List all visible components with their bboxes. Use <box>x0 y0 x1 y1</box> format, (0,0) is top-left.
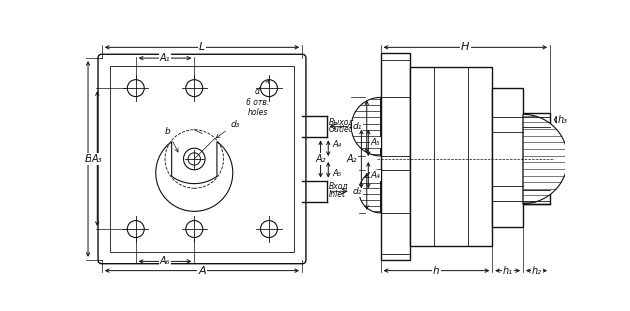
Text: Вход: Вход <box>329 182 348 191</box>
Text: A₅: A₅ <box>333 169 342 178</box>
Circle shape <box>127 80 144 97</box>
Bar <box>523 113 550 204</box>
Bar <box>381 53 410 260</box>
Text: Выход: Выход <box>329 118 355 127</box>
Text: h₁: h₁ <box>503 266 513 276</box>
Circle shape <box>186 220 203 238</box>
Circle shape <box>261 80 277 97</box>
Text: L: L <box>199 42 205 52</box>
Text: A₄: A₄ <box>333 140 342 149</box>
Text: A₃: A₃ <box>92 154 103 164</box>
Polygon shape <box>156 142 232 211</box>
Bar <box>110 66 294 252</box>
Text: B: B <box>84 154 92 164</box>
Polygon shape <box>359 170 381 213</box>
Text: d
6 отв.
holes: d 6 отв. holes <box>246 80 269 117</box>
Text: d₂: d₂ <box>353 187 362 196</box>
Text: Outlet: Outlet <box>329 125 353 134</box>
Text: A₅: A₅ <box>370 138 381 147</box>
Circle shape <box>261 220 277 238</box>
Text: d₃: d₃ <box>216 120 240 138</box>
Circle shape <box>188 153 200 165</box>
Text: h: h <box>433 266 440 276</box>
Bar <box>410 67 492 246</box>
Polygon shape <box>352 97 381 156</box>
Text: A₂: A₂ <box>315 154 326 164</box>
Text: Inlet: Inlet <box>329 190 346 199</box>
Text: b: b <box>165 127 178 152</box>
Text: A₆: A₆ <box>160 256 170 267</box>
Text: h₃: h₃ <box>558 115 568 125</box>
Circle shape <box>183 148 205 170</box>
Circle shape <box>127 220 144 238</box>
FancyBboxPatch shape <box>98 54 306 264</box>
Bar <box>492 88 523 227</box>
Text: A₄: A₄ <box>370 171 381 180</box>
Text: A₁: A₁ <box>160 53 170 63</box>
Text: H: H <box>461 42 469 52</box>
Text: A₂: A₂ <box>346 154 357 164</box>
Polygon shape <box>523 114 568 204</box>
Text: d₁: d₁ <box>353 122 362 131</box>
Circle shape <box>186 80 203 97</box>
Text: h₂: h₂ <box>532 266 542 276</box>
Text: A: A <box>198 266 206 276</box>
